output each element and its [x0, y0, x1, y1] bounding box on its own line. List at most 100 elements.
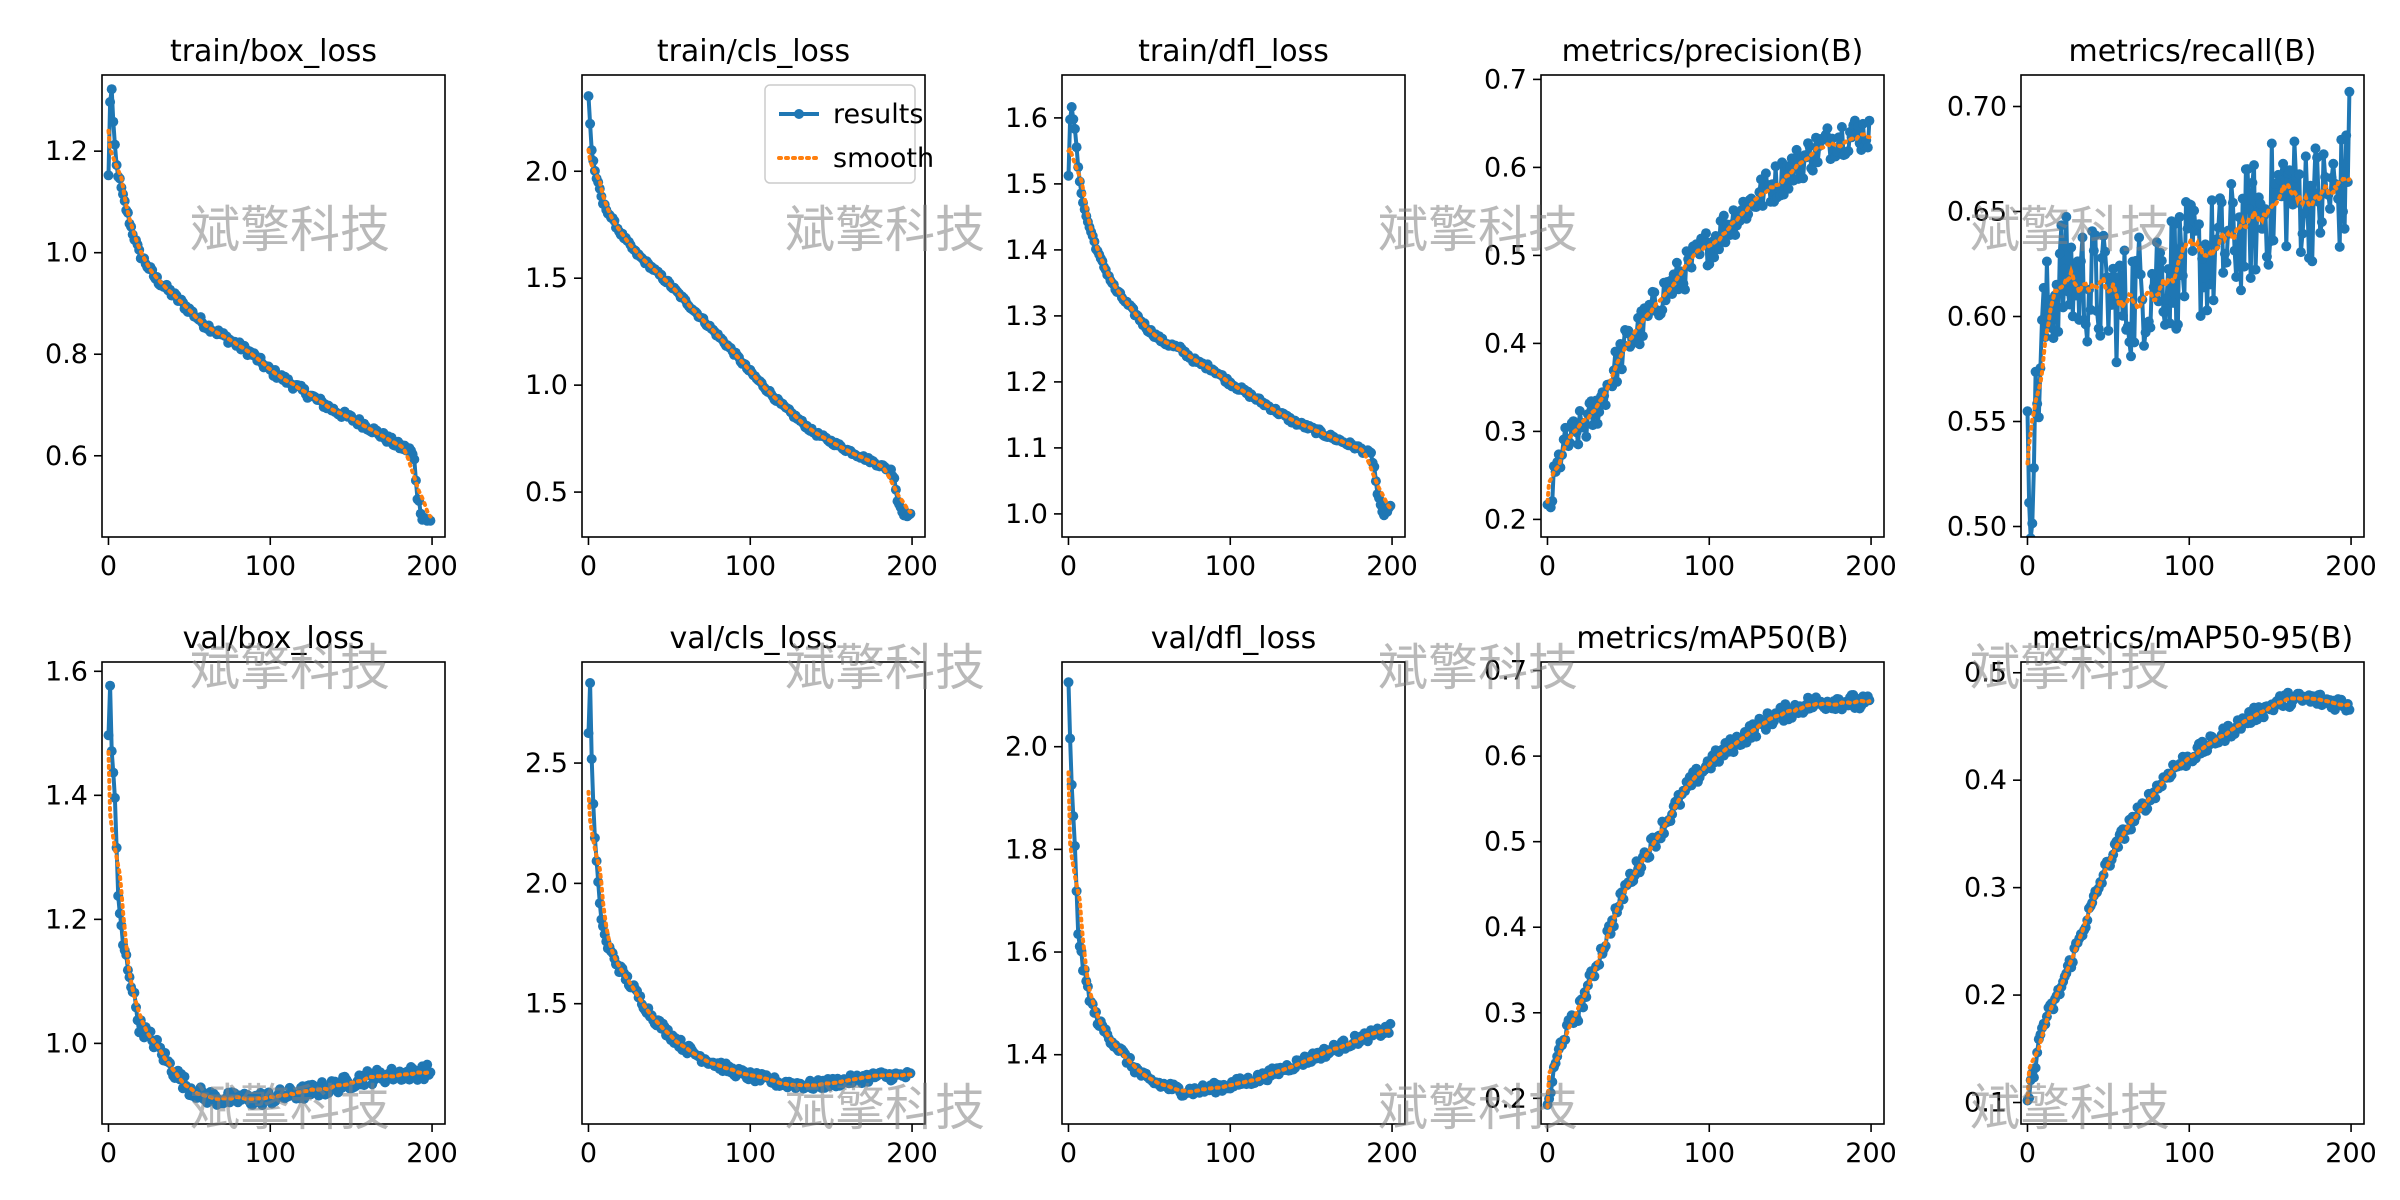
x-tick-label: 0: [580, 1138, 597, 1169]
results-point: [2169, 219, 2180, 229]
x-tick-label: 200: [1845, 1138, 1897, 1169]
y-tick-label: 1.0: [1005, 499, 1048, 530]
y-tick-label: 1.5: [525, 263, 568, 294]
subplot-title: metrics/mAP50(B): [1576, 621, 1848, 656]
results-point: [1836, 122, 1847, 132]
results-point: [2205, 279, 2216, 290]
results-point: [2182, 223, 2193, 234]
results-point: [2316, 217, 2327, 227]
y-tick-label: 1.2: [45, 904, 88, 935]
results-markers: [1063, 677, 1396, 1101]
subplot-title: metrics/recall(B): [2068, 34, 2316, 69]
results-point: [359, 1080, 370, 1091]
y-tick-label: 2.0: [525, 868, 568, 899]
results-point: [2148, 282, 2159, 293]
y-tick-label: 1.6: [1005, 103, 1048, 134]
results-point: [1555, 462, 1566, 473]
results-point: [1671, 257, 1682, 268]
y-tick-label: 0.6: [1484, 741, 1527, 772]
x-tick-label: 100: [244, 551, 296, 582]
results-point: [1612, 376, 1622, 387]
y-tick-label: 0.3: [1964, 873, 2007, 904]
results-point: [2119, 834, 2130, 844]
y-tick-label: 0.2: [1484, 1083, 1527, 1114]
results-point: [586, 754, 597, 764]
results-point: [1573, 439, 1584, 450]
x-tick-label: 0: [1060, 1138, 1077, 1169]
subplot-title: metrics/mAP50-95(B): [2032, 621, 2353, 656]
results-point: [2071, 290, 2081, 301]
results-point: [1063, 677, 1074, 688]
x-tick-label: 100: [1204, 551, 1256, 582]
results-point: [2126, 351, 2136, 362]
results-point: [2064, 299, 2075, 310]
results-point: [2106, 299, 2117, 310]
x-tick-label: 0: [100, 1138, 117, 1169]
results-point: [409, 454, 420, 465]
results-point: [2237, 193, 2248, 204]
y-tick-label: 1.0: [45, 238, 88, 269]
y-tick-label: 0.3: [1484, 416, 1527, 447]
results-point: [1066, 102, 1077, 112]
x-tick-label: 200: [886, 1138, 938, 1169]
results-markers: [1542, 690, 1875, 1110]
results-point: [2145, 322, 2156, 333]
results-markers: [103, 680, 436, 1111]
axes-frame: [1061, 74, 1406, 538]
results-point: [2024, 497, 2035, 508]
results-point: [425, 1067, 436, 1078]
results-point: [422, 1059, 433, 1070]
results-series-line: [106, 87, 432, 523]
results-point: [1385, 1018, 1396, 1029]
y-tick-label: 0.8: [45, 339, 88, 370]
results-point: [2318, 149, 2329, 160]
results-point: [2263, 259, 2274, 270]
y-tick-label: 1.6: [1005, 937, 1048, 968]
y-tick-label: 1.4: [1005, 235, 1048, 266]
results-point: [1573, 1016, 1584, 1026]
x-tick-label: 0: [100, 551, 117, 582]
results-point: [1728, 747, 1739, 758]
y-tick-label: 2.0: [525, 156, 568, 187]
results-point: [2053, 326, 2064, 337]
results-point: [2261, 251, 2272, 262]
x-tick-label: 200: [406, 551, 458, 582]
results-point: [2231, 272, 2242, 282]
results-point: [2109, 272, 2120, 283]
results-point: [2258, 712, 2269, 723]
results-point: [2227, 197, 2238, 208]
axes-frame: [1540, 74, 1885, 538]
results-point: [2226, 179, 2237, 189]
y-tick-label: 0.1: [1964, 1088, 2007, 1119]
x-tick-label: 200: [1366, 1138, 1418, 1169]
results-point: [1680, 284, 1690, 295]
results-point: [105, 680, 116, 691]
x-tick-label: 100: [244, 1138, 296, 1169]
results-point: [1657, 305, 1668, 315]
results-point: [1592, 418, 1603, 429]
results-point: [2135, 269, 2146, 280]
results-point: [2022, 406, 2033, 417]
x-tick-label: 100: [2163, 551, 2215, 582]
y-tick-label: 2.5: [525, 748, 568, 779]
results-point: [585, 678, 596, 688]
results-point: [2300, 151, 2311, 162]
subplot-val-dfl-loss: val/dfl_loss 0 100 200 1.4 1.6 1.8 2.0: [1005, 621, 1418, 1169]
results-point: [1730, 230, 1741, 240]
results-point: [2216, 197, 2227, 208]
results-markers: [2022, 86, 2355, 537]
results-point: [2307, 256, 2318, 267]
results-point: [2334, 241, 2345, 252]
results-point: [2095, 330, 2106, 341]
results-point: [2100, 246, 2111, 257]
results-point: [2206, 195, 2217, 206]
results-point: [109, 792, 120, 803]
results-point: [2122, 321, 2133, 332]
axes-frame: [101, 661, 446, 1125]
results-point: [2249, 160, 2259, 171]
subplot-title: val/dfl_loss: [1151, 621, 1316, 656]
results-point: [1649, 287, 1660, 298]
results-point: [1812, 157, 1823, 168]
results-point: [1063, 170, 1074, 181]
x-tick-label: 200: [1366, 551, 1418, 582]
